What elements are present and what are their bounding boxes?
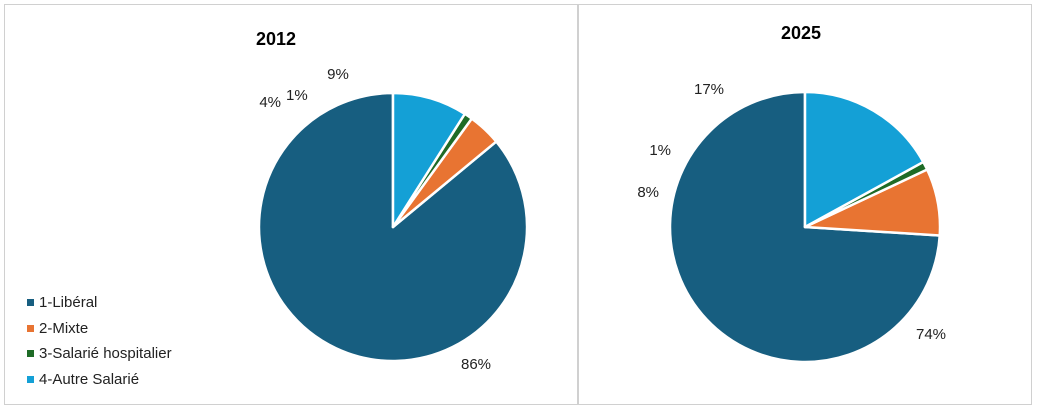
legend-item-mixte: 2-Mixte [27,316,172,342]
data-label-liberal: 86% [461,356,491,373]
legend-swatch-mixte [27,324,34,332]
legend: 1-Libéral 2-Mixte 3-Salarié hospitalier … [27,290,172,392]
data-label-mixte: 4% [259,94,281,111]
data-label-autre-salarie: 17% [694,81,724,98]
data-label-autre-salarie: 9% [327,66,349,83]
data-label-salarie-hospitalier: 1% [649,142,671,159]
legend-item-salarie-hospitalier: 3-Salarié hospitalier [27,341,172,367]
pie-slice-autre-salarie [803,90,925,229]
legend-label: 1-Libéral [39,294,98,312]
chart-title-2025: 2025 [781,23,822,43]
legend-swatch-liberal [27,299,34,307]
legend-swatch-autre-salarie [27,375,34,383]
chart-title-2012: 2012 [256,29,297,49]
legend-label: 3-Salarié hospitalier [39,345,172,363]
data-label-liberal: 74% [916,326,946,343]
legend-item-liberal: 1-Libéral [27,290,172,316]
pie-slice-autre-salarie [391,91,467,229]
legend-label: 2-Mixte [39,319,89,337]
data-label-salarie-hospitalier: 1% [286,87,308,104]
pie-chart-2025: 74% 8% 1% 17% [637,81,946,364]
legend-label: 4-Autre Salarié [39,370,140,388]
chart-panel-2025: 2025 74% 8% 1% 17% [578,4,1032,405]
data-label-mixte: 8% [637,184,659,201]
chart-panel-2012: 2012 86% 4% 1% 9% 1-Libéral 2-Mixte 3-Salar… [4,4,578,405]
legend-swatch-salarie-hospitalier [27,350,34,358]
legend-item-autre-salarie: 4-Autre Salarié [27,367,172,393]
pie-chart-2012: 86% 4% 1% 9% [257,66,529,373]
